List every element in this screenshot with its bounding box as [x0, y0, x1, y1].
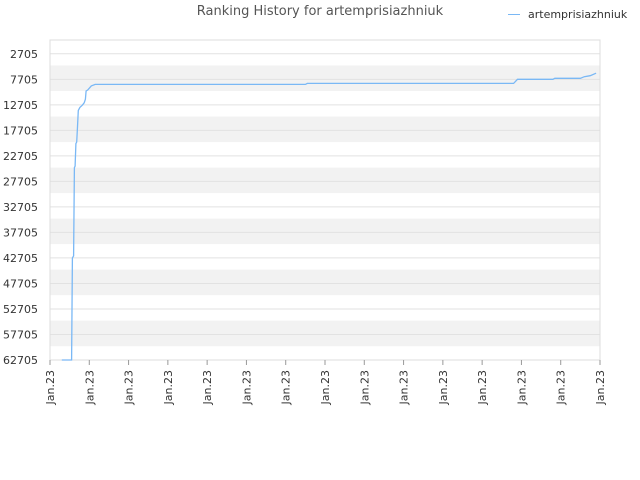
chart-title: Ranking History for artemprisiazhniuk	[196, 4, 444, 19]
grid-band	[50, 218, 600, 245]
grid-band	[50, 269, 600, 296]
series-line	[61, 72, 597, 361]
y-tick-label: 62705	[3, 354, 38, 367]
x-tick-label: Jan.23	[594, 370, 607, 405]
y-tick-label: 57705	[3, 328, 38, 341]
y-tick-label: 42705	[3, 252, 38, 265]
y-tick-label: 37705	[3, 226, 38, 239]
y-tick-label: 22705	[3, 150, 38, 163]
x-tick-label: Jan.23	[123, 370, 136, 405]
legend: artemprisiazhniuk	[508, 8, 627, 21]
x-tick-label: Jan.23	[437, 370, 450, 405]
x-tick-label: Jan.23	[515, 370, 528, 405]
grid-band	[50, 167, 600, 194]
x-tick-label: Jan.23	[201, 370, 214, 405]
x-tick-label: Jan.23	[319, 370, 332, 405]
legend-swatch	[508, 14, 520, 15]
grid-band	[50, 116, 600, 143]
x-tick-label: Jan.23	[476, 370, 489, 405]
grid-band	[50, 320, 600, 347]
x-tick-label: Jan.23	[44, 370, 57, 405]
x-tick-label: Jan.23	[280, 370, 293, 405]
y-tick-label: 32705	[3, 201, 38, 214]
y-tick-label: 7705	[10, 73, 38, 86]
y-tick-label: 12705	[3, 99, 38, 112]
x-tick-label: Jan.23	[555, 370, 568, 405]
x-tick-label: Jan.23	[162, 370, 175, 405]
grid-band	[50, 65, 600, 92]
x-tick-label: Jan.23	[398, 370, 411, 405]
y-tick-label: 47705	[3, 277, 38, 290]
y-tick-label: 52705	[3, 303, 38, 316]
y-tick-label: 2705	[10, 48, 38, 61]
y-tick-label: 17705	[3, 124, 38, 137]
legend-label: artemprisiazhniuk	[528, 8, 628, 21]
y-tick-label: 27705	[3, 175, 38, 188]
x-tick-label: Jan.23	[240, 370, 253, 405]
x-tick-label: Jan.23	[358, 370, 371, 405]
x-tick-label: Jan.23	[83, 370, 96, 405]
